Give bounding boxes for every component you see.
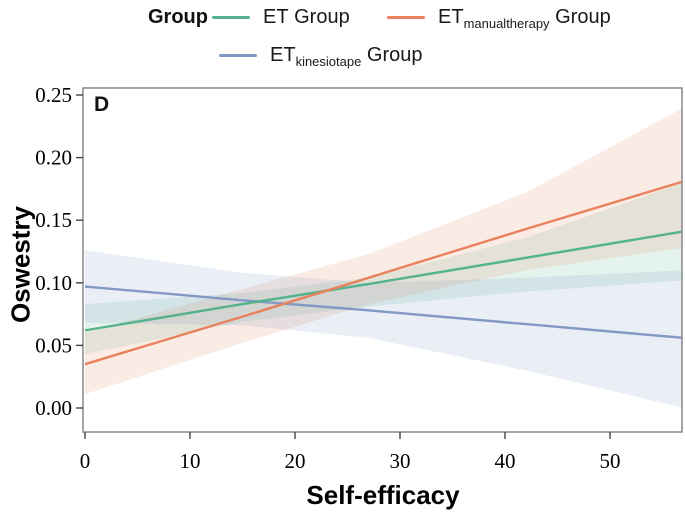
legend-line-swatch-manualtherapy <box>387 16 425 19</box>
y-tick-label: 0.05 <box>35 333 72 357</box>
legend-item-kinesiotape: ETkinesiotape Group <box>219 44 423 69</box>
trend-line-manualtherapy <box>84 180 682 366</box>
legend-title: Group <box>148 6 208 28</box>
plot-border <box>82 87 683 433</box>
y-tick-label: 0.10 <box>35 271 72 295</box>
legend-label-kinesiotape: ETkinesiotape Group <box>270 44 423 69</box>
trend-line-kinesiotape <box>84 285 682 339</box>
legend-line-swatch-kinesiotape <box>219 54 257 57</box>
legend-label-et: ET Group <box>263 6 350 28</box>
x-axis-title: Self-efficacy <box>306 480 460 510</box>
legend-item-manualtherapy: ETmanualtherapy Group <box>387 6 611 31</box>
x-tick-label: 30 <box>390 449 411 473</box>
legend-item-et: ET Group <box>212 6 350 29</box>
ci-band-et <box>85 183 682 355</box>
trend-line-et <box>84 230 682 332</box>
x-tick-label: 40 <box>495 449 516 473</box>
x-tick-label: 50 <box>600 449 621 473</box>
legend-label-manualtherapy: ETmanualtherapy Group <box>438 6 611 31</box>
y-tick-label: 0.25 <box>35 83 72 107</box>
x-tick-label: 20 <box>285 449 306 473</box>
x-tick-label: 0 <box>80 449 91 473</box>
x-tick-label: 10 <box>180 449 201 473</box>
legend-line-swatch-et <box>212 16 250 19</box>
ci-band-manualtherapy <box>85 108 682 395</box>
panel-label: D <box>94 93 110 116</box>
plot-area <box>84 108 682 408</box>
ci-band-kinesiotape <box>85 250 682 408</box>
y-tick-label: 0.00 <box>35 396 72 420</box>
y-tick-label: 0.15 <box>35 208 72 232</box>
y-tick-label: 0.20 <box>35 146 72 170</box>
